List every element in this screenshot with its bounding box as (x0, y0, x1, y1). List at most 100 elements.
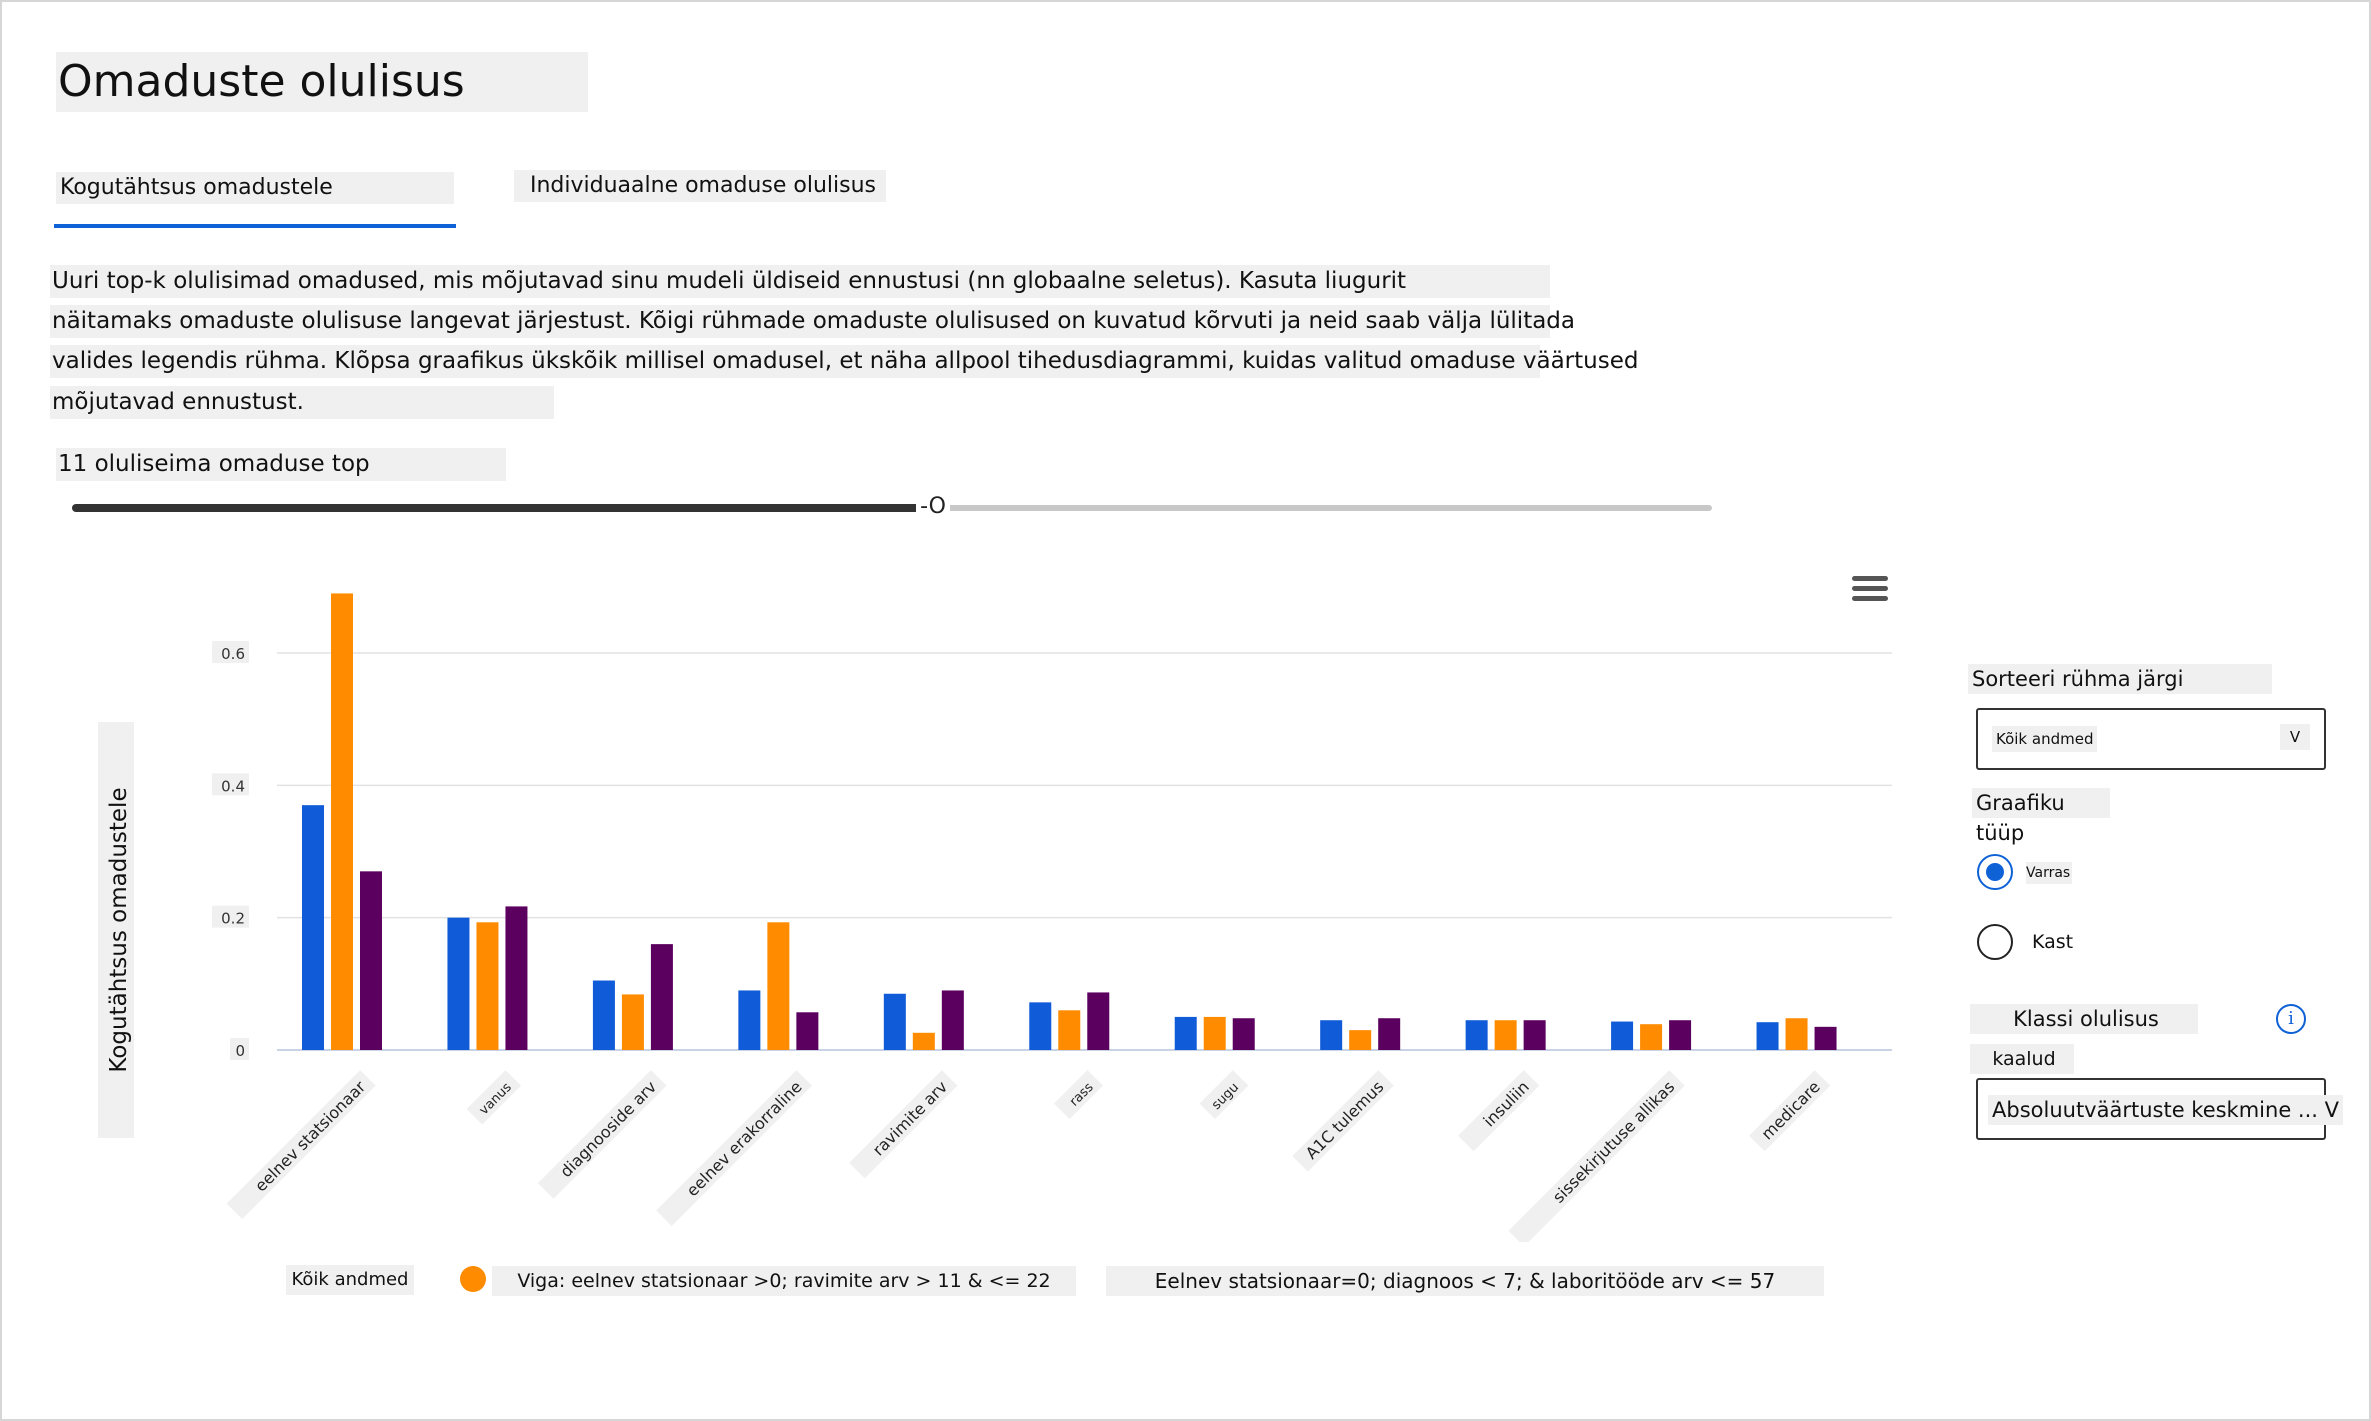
bar[interactable] (360, 871, 382, 1050)
x-category-label[interactable]: A1C tulemus (1302, 1077, 1388, 1163)
x-category-label[interactable]: sissekirjutuse allikas (1549, 1077, 1678, 1206)
x-label-bg (537, 1070, 667, 1199)
y-axis-title-bg (98, 722, 134, 1138)
description-line: mõjutavad ennustust. (50, 386, 554, 419)
slider-label: 11 oluliseima omaduse top (56, 448, 506, 481)
slider-fill (72, 504, 926, 512)
aggregation-dropdown[interactable]: Absoluutväärtuste keskmine ... V (1976, 1078, 2343, 1140)
bar[interactable] (1058, 1010, 1081, 1050)
x-category-label[interactable]: eelnev erakorraline (683, 1077, 806, 1200)
bar[interactable] (1174, 1016, 1197, 1050)
tab-individual-importance[interactable]: Individuaalne omaduse olulisus (514, 170, 886, 202)
bar[interactable] (1232, 1018, 1255, 1050)
description-line: Uuri top-k olulisimad omadused, mis mõju… (50, 265, 1550, 298)
x-category-label-group: eelnev erakorraline (656, 1070, 813, 1226)
x-category-label-group: sugu (1199, 1070, 1249, 1120)
x-label-bg (656, 1070, 813, 1226)
slider-thumb[interactable]: -O (916, 492, 950, 522)
info-icon[interactable]: i (2276, 1004, 2306, 1034)
bar[interactable] (621, 994, 644, 1050)
radio-bar-label: Varras (2026, 862, 2072, 884)
x-label-bg (1199, 1070, 1249, 1120)
bar[interactable] (447, 917, 470, 1050)
legend-color-dot (460, 1266, 486, 1292)
y-axis-title: Kogutähtsus omadustele (106, 787, 132, 1072)
x-category-label[interactable]: medicare (1758, 1077, 1824, 1143)
active-tab-underline (54, 224, 456, 228)
bar[interactable] (1523, 1020, 1546, 1050)
bar[interactable] (1320, 1020, 1343, 1050)
x-category-label-group: medicare (1749, 1070, 1831, 1152)
bar[interactable] (1203, 1016, 1226, 1050)
bar[interactable] (1349, 1030, 1372, 1050)
bar[interactable] (767, 922, 790, 1050)
sort-dropdown[interactable]: Kõik andmed V (1976, 708, 2326, 770)
x-label-bg (226, 1070, 376, 1220)
radio-box-label: Kast (2032, 931, 2074, 953)
x-label-bg (1749, 1070, 1831, 1152)
y-tick-label: 0.4 (221, 777, 245, 795)
sort-dropdown-value: Kõik andmed (1992, 726, 2098, 752)
bar[interactable] (650, 944, 673, 1050)
bar[interactable] (1378, 1018, 1401, 1050)
x-category-label-group: sissekirjutuse allikas (1508, 1070, 1685, 1242)
bar[interactable] (1785, 1018, 1808, 1050)
bar[interactable] (883, 993, 906, 1050)
bar[interactable] (302, 805, 324, 1050)
bar[interactable] (912, 1032, 935, 1050)
bar[interactable] (1640, 1024, 1663, 1050)
aggregation-dropdown-value: Absoluutväärtuste keskmine ... V (1988, 1095, 2343, 1125)
page-title: Omaduste olulisus (56, 52, 588, 112)
x-label-bg (1292, 1070, 1394, 1172)
bar[interactable] (1087, 992, 1110, 1050)
y-tick-bg (212, 640, 249, 663)
feature-importance-chart: 0 0.2 0.4 0.6 eelnev statsionaar vanus diagno… (98, 593, 1892, 1242)
bar[interactable] (592, 980, 615, 1050)
description-line: näitamaks omaduste olulisuse langevat jä… (50, 305, 1575, 338)
bar[interactable] (1465, 1020, 1488, 1050)
bar[interactable] (1029, 1002, 1052, 1050)
x-label-bg (1508, 1070, 1685, 1242)
chart-type-label: Graafiku tüüp (1972, 788, 2110, 845)
x-category-label-group: ravimite arv (849, 1070, 958, 1179)
y-tick-bg (212, 905, 249, 928)
tab-overall-importance[interactable]: Kogutähtsus omadustele (56, 172, 454, 204)
bar[interactable] (941, 990, 964, 1050)
bar[interactable] (505, 906, 528, 1050)
grid-lines (277, 652, 1892, 1051)
bar[interactable] (1669, 1020, 1692, 1050)
legend-item-error-cohort[interactable]: Viga: eelnev statsionaar >0; ravimite ar… (492, 1266, 1076, 1296)
bar[interactable] (1611, 1021, 1634, 1050)
legend-item-second-cohort[interactable]: Eelnev statsionaar=0; diagnoos < 7; & la… (1106, 1266, 1824, 1296)
x-category-label-group: rass (1053, 1070, 1103, 1120)
x-label-bg (849, 1070, 958, 1179)
x-label-bg (1458, 1070, 1540, 1152)
bar[interactable] (738, 990, 761, 1050)
legend-item-all-data[interactable]: Kõik andmed (286, 1265, 414, 1295)
x-category-label[interactable]: diagnooside arv (556, 1077, 660, 1181)
y-tick-label: 0 (235, 1042, 245, 1060)
x-category-label-group: vanus (466, 1070, 522, 1125)
sort-label: Sorteeri rühma järgi (1968, 664, 2272, 694)
bar[interactable] (1756, 1022, 1779, 1050)
bar[interactable] (476, 922, 499, 1050)
y-axis-ticks: 0 0.2 0.4 0.6 (212, 640, 249, 1060)
x-category-label-group: diagnooside arv (537, 1070, 667, 1199)
radio-bar[interactable] (1977, 854, 2013, 890)
menu-icon[interactable] (1852, 576, 1888, 606)
radio-box[interactable] (1977, 924, 2013, 960)
bar[interactable] (796, 1012, 819, 1050)
bar[interactable] (331, 593, 353, 1050)
class-importance-label-2: kaalud (1970, 1044, 2074, 1074)
x-label-bg (1053, 1070, 1103, 1120)
bar[interactable] (1494, 1020, 1517, 1050)
x-label-bg (466, 1070, 522, 1125)
x-category-label[interactable]: eelnev statsionaar (251, 1077, 370, 1196)
y-tick-bg (230, 1038, 249, 1060)
bar[interactable] (1814, 1026, 1837, 1050)
class-importance-label: Klassi olulisus (1970, 1004, 2198, 1034)
x-category-label-group: A1C tulemus (1292, 1070, 1394, 1172)
y-axis-title-group: Kogutähtsus omadustele (98, 722, 134, 1138)
x-category-label[interactable]: insuliin (1480, 1077, 1533, 1130)
x-category-label[interactable]: ravimite arv (869, 1077, 951, 1159)
